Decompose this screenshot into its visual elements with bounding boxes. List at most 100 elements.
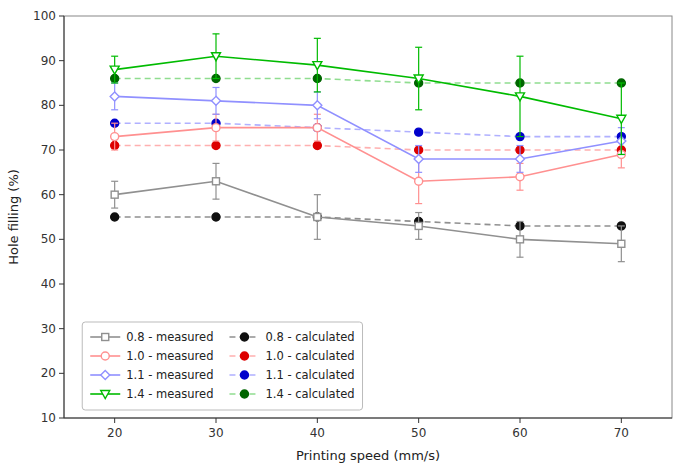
error-bar-cap xyxy=(111,149,118,150)
legend-marker xyxy=(101,371,110,380)
series-line xyxy=(115,56,622,119)
legend-marker xyxy=(101,352,109,360)
x-tick xyxy=(520,418,521,423)
y-tick-label: 60 xyxy=(41,188,56,202)
error-bar-cap xyxy=(415,47,422,48)
error-bar-cap xyxy=(415,172,422,173)
y-tick-label: 80 xyxy=(41,98,56,112)
legend-item: 1.0 - measured xyxy=(90,349,213,363)
error-bar xyxy=(415,146,422,173)
error-bar-cap xyxy=(213,114,220,115)
point xyxy=(618,240,625,247)
x-tick xyxy=(621,418,622,423)
point xyxy=(212,96,221,105)
error-bar xyxy=(213,34,220,79)
point xyxy=(516,93,525,101)
error-bar-cap xyxy=(213,163,220,164)
y-tick-label: 20 xyxy=(41,366,56,380)
error-bar-cap xyxy=(517,136,524,137)
point xyxy=(111,213,119,221)
plot-frame xyxy=(64,16,672,418)
error-bar-cap xyxy=(111,82,118,83)
error-bar-cap xyxy=(314,239,321,240)
error-bar-cap xyxy=(415,239,422,240)
legend-label: 0.8 - calculated xyxy=(265,330,354,344)
point xyxy=(313,124,321,132)
y-tick xyxy=(59,194,64,195)
error-bar xyxy=(415,47,422,110)
error-bar-cap xyxy=(415,203,422,204)
series-line xyxy=(115,96,622,159)
error-bar-cap xyxy=(517,56,524,57)
error-bar-cap xyxy=(314,91,321,92)
y-tick xyxy=(59,284,64,285)
error-bar-cap xyxy=(213,87,220,88)
error-bar-cap xyxy=(213,78,220,79)
y-tick-label: 10 xyxy=(41,411,56,425)
error-bar-cap xyxy=(618,82,625,83)
legend-label: 1.1 - measured xyxy=(126,368,213,382)
series xyxy=(111,142,626,154)
series-line xyxy=(115,146,622,150)
error-bar-cap xyxy=(111,56,118,57)
error-bar-cap xyxy=(314,118,321,119)
point xyxy=(414,75,423,83)
legend-label: 1.4 - calculated xyxy=(265,387,354,401)
point xyxy=(110,92,119,101)
point xyxy=(517,236,524,243)
error-bar xyxy=(111,181,118,208)
legend-item: 1.4 - measured xyxy=(90,387,213,401)
error-bar-cap xyxy=(517,145,524,146)
error-bar xyxy=(314,195,321,240)
point xyxy=(111,133,119,141)
error-bar xyxy=(213,163,220,199)
series xyxy=(111,114,626,203)
point xyxy=(314,214,321,221)
y-tick-label: 40 xyxy=(41,277,56,291)
x-tick xyxy=(418,418,419,423)
point xyxy=(415,222,422,229)
series-line xyxy=(115,181,622,244)
point xyxy=(313,213,321,221)
x-tick-label: 40 xyxy=(310,426,325,440)
error-bar xyxy=(213,87,220,114)
point xyxy=(110,66,119,74)
error-bar-cap xyxy=(111,181,118,182)
error-bar-cap xyxy=(517,257,524,258)
y-tick xyxy=(59,60,64,61)
error-bar xyxy=(314,92,321,119)
point xyxy=(212,124,220,132)
error-bar xyxy=(618,83,625,154)
error-bar xyxy=(415,213,422,240)
point xyxy=(313,62,322,70)
point xyxy=(313,142,321,150)
y-tick xyxy=(59,418,64,419)
legend-item: 0.8 - calculated xyxy=(229,330,354,344)
error-bar-cap xyxy=(213,140,220,141)
x-tick xyxy=(114,418,115,423)
data-area xyxy=(110,34,626,262)
error-bar-cap xyxy=(314,91,321,92)
legend-marker xyxy=(101,391,110,399)
error-bar-cap xyxy=(618,154,625,155)
error-bar-cap xyxy=(415,212,422,213)
error-bar-cap xyxy=(314,140,321,141)
legend-marker xyxy=(240,390,248,398)
legend-box xyxy=(82,322,362,410)
legend-label: 0.8 - measured xyxy=(126,330,213,344)
point xyxy=(516,173,524,181)
legend-marker xyxy=(102,334,109,341)
legend-marker xyxy=(240,333,248,341)
x-axis-line xyxy=(64,418,672,419)
error-bar-cap xyxy=(618,225,625,226)
point xyxy=(212,213,220,221)
error-bar xyxy=(314,114,321,141)
x-axis-label: Printing speed (mm/s) xyxy=(296,448,440,463)
point xyxy=(415,128,423,136)
error-bar xyxy=(517,146,524,173)
y-tick xyxy=(59,105,64,106)
error-bar xyxy=(618,226,625,262)
series xyxy=(111,75,626,87)
legend-marker xyxy=(240,371,248,379)
error-bar xyxy=(517,221,524,257)
